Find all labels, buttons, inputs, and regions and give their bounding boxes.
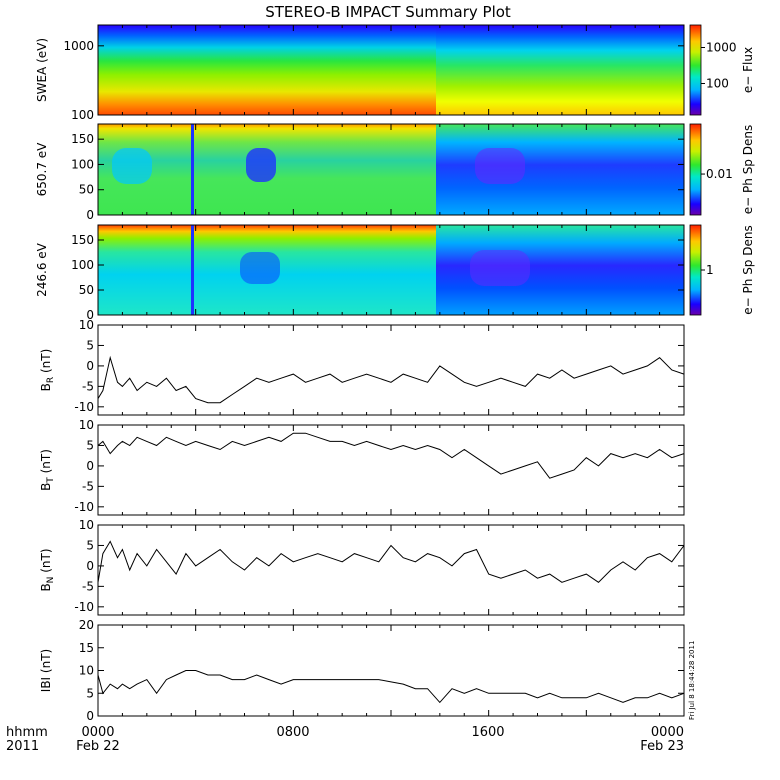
pad650-y-tick-label: 150 <box>71 132 94 146</box>
pad650-blob-3 <box>475 148 525 184</box>
pad246-y-tick-label: 100 <box>71 258 94 272</box>
series-line-B_R <box>97 355 685 404</box>
x-date-label-3: Feb 23 <box>640 739 684 754</box>
series-line-B_N <box>97 540 685 583</box>
y-axis-label-B_T: BT (nT) <box>39 449 56 491</box>
pad650-y-tick-label: 50 <box>79 183 94 197</box>
series-line-B_T <box>97 432 685 479</box>
y-tick-label: 10 <box>79 518 94 532</box>
pad650-blob-2 <box>246 148 276 182</box>
pad650-y-label: 650.7 eV <box>35 142 49 197</box>
pad650-y-tick-label: 0 <box>86 208 94 222</box>
y-tick-label: -5 <box>82 479 94 493</box>
y-tick-label: 5 <box>86 438 94 452</box>
swea-y-tick-label: 100 <box>71 108 94 122</box>
y-tick-label: 15 <box>79 641 94 655</box>
x-date-label-0: Feb 22 <box>76 739 120 754</box>
pad650-image-right <box>436 124 684 215</box>
x-tick-label-2: 1600 <box>471 725 504 740</box>
swea-y-label: SWEA (eV) <box>35 38 49 102</box>
series-line-|B| <box>97 670 685 704</box>
x-corner-label-1: hhmm <box>6 725 48 740</box>
y-tick-label: 10 <box>79 664 94 678</box>
swea-panel <box>97 24 685 116</box>
y-tick-label: -5 <box>82 579 94 593</box>
swea-image-right <box>436 25 684 115</box>
pad246-y-tick-label: 50 <box>79 283 94 297</box>
y-tick-label: 5 <box>86 338 94 352</box>
y-tick-label: 0 <box>86 459 94 473</box>
y-tick-label: -10 <box>74 500 94 514</box>
pad650-panel <box>97 123 685 216</box>
x-tick-label-3: 0000 <box>651 725 684 740</box>
y-tick-label: -10 <box>74 600 94 614</box>
swea-image-left <box>98 25 436 115</box>
x-corner-label-2: 2011 <box>6 739 39 754</box>
bt-frame <box>97 424 685 516</box>
swea-colorbar-tick-label: 1000 <box>706 41 737 55</box>
y-tick-label: 5 <box>86 538 94 552</box>
pad246-blob-2 <box>470 250 530 286</box>
pad246-colorbar <box>689 224 702 316</box>
y-axis-label-|B|: IBI (nT) <box>39 649 53 692</box>
swea-colorbar-tick-label: 100 <box>706 77 729 91</box>
pad246-blob-1 <box>240 252 280 284</box>
y-axis-label-B_R: BR (nT) <box>39 349 56 392</box>
y-tick-label: 10 <box>79 318 94 332</box>
swea-y-tick-label: 1000 <box>63 39 94 53</box>
pad650-colorbar <box>689 123 702 216</box>
pad246-y-tick-label: 150 <box>71 233 94 247</box>
pad650-spike <box>191 124 194 215</box>
y-tick-label: 0 <box>86 709 94 723</box>
y-tick-label: -10 <box>74 400 94 414</box>
y-tick-label: 20 <box>79 618 94 632</box>
swea-colorbar <box>689 24 702 116</box>
generation-stamp: Fri Jul 8 18:44:28 2011 <box>688 641 696 720</box>
pad650-colorbar-label: e− Ph Sp Dens <box>741 125 755 214</box>
y-tick-label: 5 <box>86 686 94 700</box>
x-tick-label-1: 0800 <box>276 725 309 740</box>
pad246-spike <box>191 225 194 315</box>
pad246-panel <box>97 224 685 316</box>
y-tick-label: -5 <box>82 379 94 393</box>
y-tick-label: 0 <box>86 359 94 373</box>
y-tick-label: 0 <box>86 559 94 573</box>
chart-title: STEREO-B IMPACT Summary Plot <box>265 3 511 21</box>
pad650-blob-1 <box>112 148 152 184</box>
y-tick-label: 10 <box>79 418 94 432</box>
pad246-y-label: 246.6 eV <box>35 242 49 297</box>
br-frame <box>97 324 685 416</box>
pad246-colorbar-label: e− Ph Sp Dens <box>741 225 755 314</box>
pad650-y-tick-label: 100 <box>71 157 94 171</box>
pad650-colorbar-tick-label: 0.01 <box>706 167 733 181</box>
x-tick-label-0: 0000 <box>81 725 114 740</box>
pad246-colorbar-tick-label: 1 <box>706 263 714 277</box>
swea-colorbar-label: e− Flux <box>741 47 755 93</box>
bn-frame <box>97 524 685 616</box>
pad246-y-tick-label: 0 <box>86 308 94 322</box>
y-axis-label-B_N: BN (nT) <box>39 548 56 591</box>
